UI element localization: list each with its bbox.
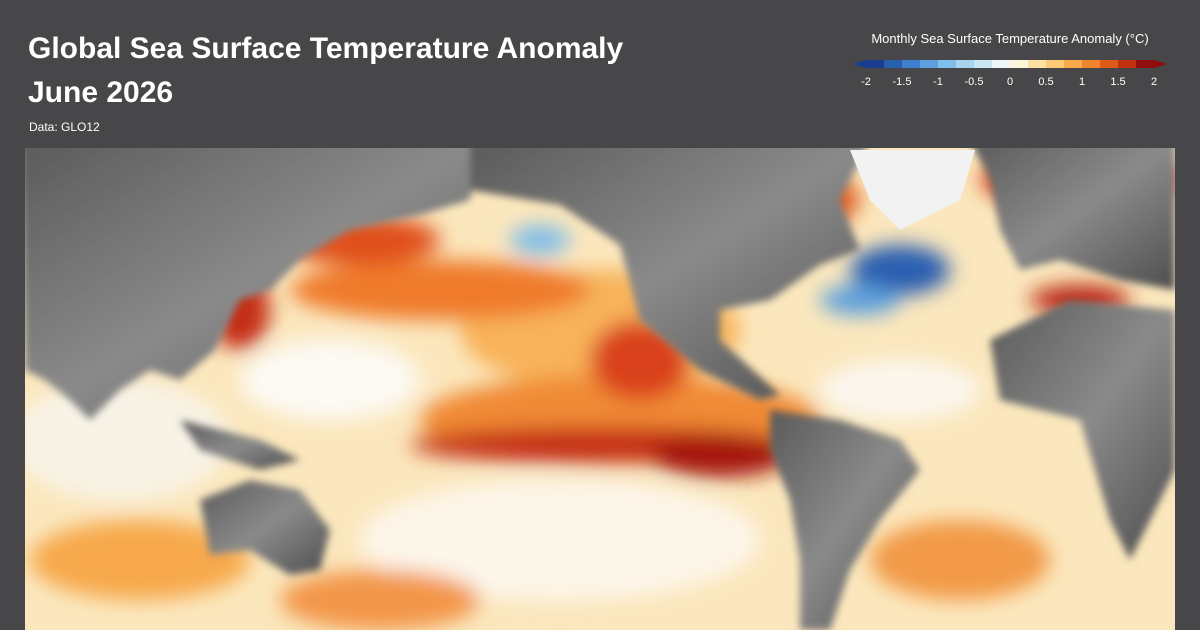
colorbar-tick-label: 0.5 bbox=[1038, 76, 1053, 88]
colorbar-arrow-low bbox=[853, 60, 866, 68]
colorbar-segment bbox=[974, 60, 993, 68]
colorbar-segment bbox=[1010, 60, 1029, 68]
colorbar-segment bbox=[1118, 60, 1137, 68]
colorbar-tick-label: 0 bbox=[1007, 76, 1013, 88]
map-subtitle: June 2026 bbox=[28, 76, 173, 109]
colorbar-tick-label: -0.5 bbox=[965, 76, 984, 88]
colorbar-segment bbox=[1082, 60, 1101, 68]
colorbar-segment bbox=[938, 60, 957, 68]
colorbar-tick-label: -1 bbox=[933, 76, 943, 88]
colorbar-segment bbox=[920, 60, 939, 68]
colorbar-segment bbox=[1046, 60, 1065, 68]
colorbar-segment bbox=[1136, 60, 1155, 68]
greenland bbox=[850, 150, 975, 230]
map-title: Global Sea Surface Temperature Anomaly bbox=[28, 32, 624, 65]
map bbox=[25, 148, 1175, 630]
anomaly-field bbox=[25, 150, 1175, 630]
colorbar-tick-label: 1.5 bbox=[1110, 76, 1125, 88]
colorbar-segment bbox=[956, 60, 975, 68]
legend: Monthly Sea Surface Temperature Anomaly … bbox=[853, 31, 1167, 88]
colorbar-segment bbox=[866, 60, 885, 68]
colorbar-tick-label: 2 bbox=[1151, 76, 1157, 88]
colorbar-segment bbox=[1028, 60, 1047, 68]
colorbar-arrow-high bbox=[1154, 60, 1167, 68]
colorbar-tick-label: 1 bbox=[1079, 76, 1085, 88]
colorbar-segment bbox=[1100, 60, 1119, 68]
colorbar-tick-label: -2 bbox=[861, 76, 871, 88]
legend-title: Monthly Sea Surface Temperature Anomaly … bbox=[871, 31, 1148, 46]
colorbar-segment bbox=[992, 60, 1011, 68]
data-source: Data: GLO12 bbox=[29, 120, 100, 134]
colorbar-segment bbox=[1064, 60, 1083, 68]
land bbox=[25, 148, 1175, 630]
colorbar-tick-label: -1.5 bbox=[893, 76, 912, 88]
colorbar-segment bbox=[884, 60, 903, 68]
colorbar-segment bbox=[902, 60, 921, 68]
